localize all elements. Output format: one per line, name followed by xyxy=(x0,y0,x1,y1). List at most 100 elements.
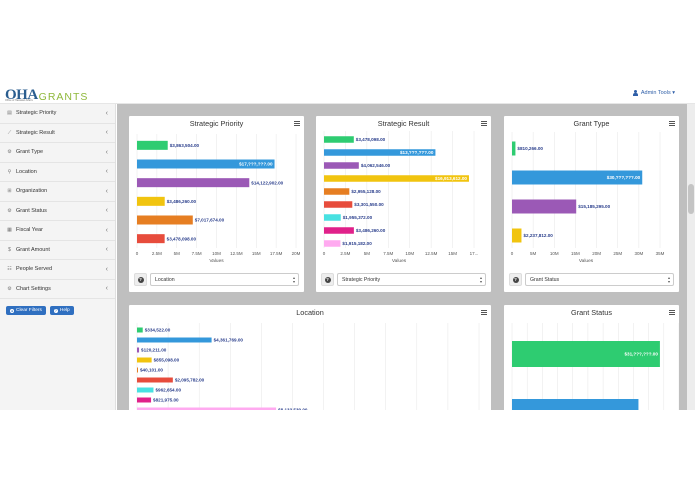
strategic-priority-chart: $3,863,504.00 $17,???,???.00 $14,122,902.0… xyxy=(136,134,301,264)
question-icon-button[interactable]: ? xyxy=(134,273,147,286)
x-axis-title: Values xyxy=(209,258,224,264)
x-tick-label: 2.5M xyxy=(152,251,162,256)
x-tick-label: 25M xyxy=(613,251,622,256)
group-by-select[interactable]: Strategic Priority ▴ ▾ xyxy=(337,273,486,286)
bar[interactable] xyxy=(137,159,275,169)
hamburger-menu-icon[interactable] xyxy=(481,310,487,315)
x-tick-label: 5M xyxy=(174,251,181,256)
scrollbar-thumb[interactable] xyxy=(688,184,694,214)
sidebar-item-organization[interactable]: ⊞ Organization ‹ xyxy=(0,182,115,202)
card-title: Strategic Priority xyxy=(189,119,244,128)
chevron-left-icon: ‹ xyxy=(105,285,108,293)
sidebar-item-grant-amount[interactable]: $ Grant Amount ‹ xyxy=(0,241,115,260)
help-button[interactable]: ? Help xyxy=(49,306,74,315)
hamburger-menu-icon[interactable] xyxy=(481,121,487,126)
bar[interactable] xyxy=(324,136,354,143)
sidebar-item-chart-settings[interactable]: ⚙ Chart Settings ‹ xyxy=(0,280,115,299)
group-by-select[interactable]: Grant Status ▴ ▾ xyxy=(525,273,674,286)
sidebar-item-strategic-priority[interactable]: ▤ Strategic Priority ‹ xyxy=(0,104,115,124)
sidebar-item-people-served[interactable]: ☷ People Served ‹ xyxy=(0,260,115,280)
bar[interactable] xyxy=(512,199,577,214)
bar[interactable] xyxy=(512,228,522,243)
app-window: OHA GRANTS Office of Hawaiian Affairs Ad… xyxy=(0,84,695,410)
hamburger-menu-icon[interactable] xyxy=(294,121,300,126)
chevron-left-icon: ‹ xyxy=(105,168,108,176)
strategic-result-card: Strategic Result $3,478,098.00 $13,???,??… xyxy=(316,116,491,292)
bar[interactable] xyxy=(324,188,350,195)
data-label: $7,017,674.00 xyxy=(195,218,225,223)
bar[interactable] xyxy=(137,367,138,373)
data-label: $3,486,260.00 xyxy=(167,199,197,204)
sidebar-item-location[interactable]: ⚲ Location ‹ xyxy=(0,163,115,182)
data-label: $3,478,098.00 xyxy=(356,137,386,142)
chevron-left-icon: ‹ xyxy=(105,187,108,195)
group-by-select[interactable]: Location ▴ ▾ xyxy=(150,273,299,286)
data-label: $2,955,128.00 xyxy=(351,189,381,194)
sidebar-item-fiscal-year[interactable]: ▦ Fiscal Year ‹ xyxy=(0,221,115,241)
bar[interactable] xyxy=(324,227,354,234)
users-icon: ☷ xyxy=(7,266,12,273)
data-label: $3,863,504.00 xyxy=(170,143,200,148)
calendar-icon: ▦ xyxy=(7,227,12,234)
data-label: $13,???,???.00 xyxy=(400,150,434,155)
chart-bar-icon: ▤ xyxy=(7,110,12,117)
bar[interactable] xyxy=(137,196,165,206)
sliders-icon: ⚙ xyxy=(7,285,12,292)
sidebar-item-label: Location xyxy=(16,168,37,175)
x-tick-label: 12.5M xyxy=(425,251,438,256)
bar[interactable] xyxy=(137,347,140,353)
data-label: $14,122,902.00 xyxy=(251,180,283,185)
sidebar-item-label: Grant Amount xyxy=(16,246,50,253)
data-label: $16,913,612.00 xyxy=(435,176,467,181)
bar[interactable] xyxy=(137,140,168,150)
bar[interactable] xyxy=(324,162,359,169)
admin-tools-menu[interactable]: Admin Tools ▾ xyxy=(632,90,675,96)
hamburger-menu-icon[interactable] xyxy=(669,121,675,126)
sidebar-item-grant-status[interactable]: ⚙ Grant Status ‹ xyxy=(0,202,115,221)
question-icon-button[interactable]: ? xyxy=(509,273,522,286)
question-icon-button[interactable]: ? xyxy=(321,273,334,286)
bar[interactable] xyxy=(137,357,152,363)
data-label: $8,133,539.00 xyxy=(278,408,308,410)
oha-grants-logo[interactable]: OHA GRANTS xyxy=(5,85,88,104)
bar[interactable] xyxy=(137,327,143,333)
x-tick-label: 5M xyxy=(530,251,537,256)
bar[interactable] xyxy=(512,341,660,367)
sidebar-item-strategic-result[interactable]: ⟋ Strategic Result ‹ xyxy=(0,124,115,143)
bar[interactable] xyxy=(512,141,516,156)
bar[interactable] xyxy=(137,215,193,225)
bar[interactable] xyxy=(324,149,436,156)
sidebar-item-grant-type[interactable]: ⚙ Grant Type ‹ xyxy=(0,143,115,163)
chevron-left-icon: ‹ xyxy=(105,109,108,117)
location-card: Location $334,522.00 $4,361,769.00 $120,21… xyxy=(129,305,491,410)
x-tick-label: 5M xyxy=(364,251,371,256)
bar[interactable] xyxy=(137,387,154,393)
bar[interactable] xyxy=(137,337,212,343)
bar[interactable] xyxy=(324,175,469,182)
x-tick-label: 17.5M xyxy=(270,251,283,256)
chevron-left-icon: ‹ xyxy=(105,246,108,254)
bar[interactable] xyxy=(324,214,341,221)
bar[interactable] xyxy=(137,377,173,383)
bar[interactable] xyxy=(324,240,341,247)
bar[interactable] xyxy=(137,407,277,411)
sidebar-item-label: Strategic Priority xyxy=(16,110,57,117)
hamburger-menu-icon[interactable] xyxy=(669,310,675,315)
bar[interactable] xyxy=(137,397,152,403)
strategic-result-chart: $3,478,098.00 $13,???,???.00 $4,062,546.00… xyxy=(323,131,478,264)
bar[interactable] xyxy=(324,201,353,208)
chart-line-icon: ⟋ xyxy=(7,129,12,136)
bar[interactable] xyxy=(137,234,165,244)
x-tick-label: 0 xyxy=(136,251,139,256)
data-label: $2,095,782.00 xyxy=(175,378,205,383)
main-scrollbar[interactable] xyxy=(687,104,695,410)
data-label: $810,266.00 xyxy=(517,146,543,151)
grant-status-chart: $31,???,???.00$26,???,???.00 xyxy=(511,323,679,410)
select-arrows-icon: ▴ ▾ xyxy=(667,275,670,284)
bar[interactable] xyxy=(137,178,250,188)
location-chart: $334,522.00 $4,361,769.00 $120,211.00 $855,… xyxy=(136,323,480,411)
card-title: Grant Type xyxy=(573,119,610,128)
bar[interactable] xyxy=(512,170,643,185)
bar[interactable] xyxy=(512,399,639,410)
clear-filters-button[interactable]: ● Clear Filters xyxy=(6,306,46,315)
